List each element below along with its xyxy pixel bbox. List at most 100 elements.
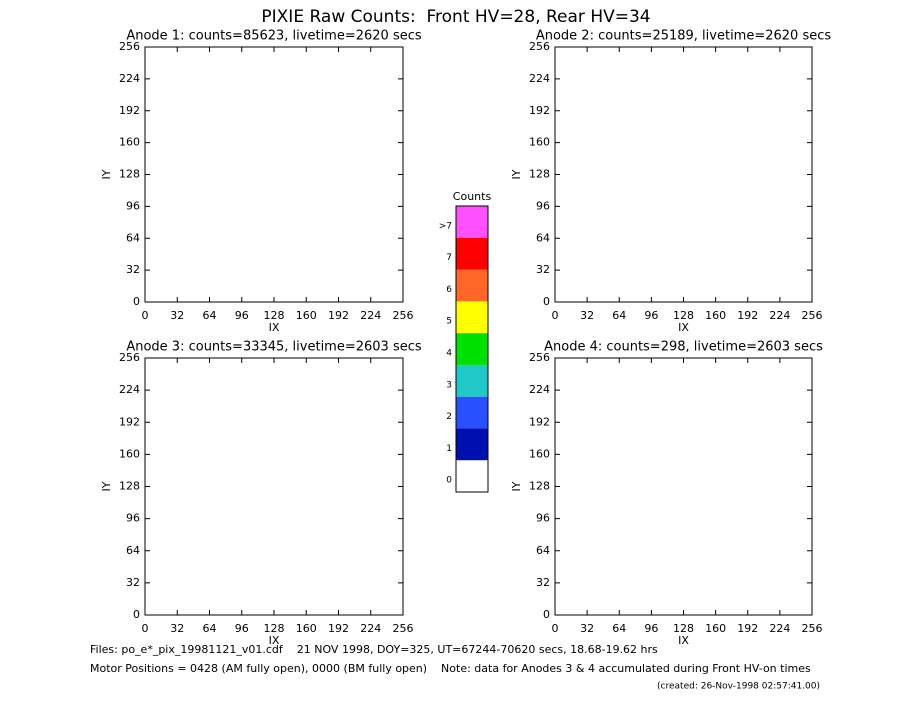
y-tick-label: 96 [126,199,140,212]
x-tick-label: 32 [580,622,594,635]
x-tick-label: 128 [673,309,694,322]
y-tick-label: 32 [536,263,550,276]
panel-title: Anode 2: counts=25189, livetime=2620 sec… [536,29,832,44]
colorbar-swatch [456,269,488,302]
y-tick-label: 224 [529,72,550,85]
y-axis-label: IY [510,481,523,491]
y-tick-label: 192 [119,104,140,117]
colorbar-label: 1 [446,444,452,454]
colorbar-swatch [456,428,488,461]
x-tick-label: 256 [802,622,823,635]
footer-files: Files: po_e*_pix_19981121_v01.cdf 21 NOV… [90,643,658,656]
y-tick-label: 192 [529,415,550,428]
y-tick-label: 0 [133,295,140,308]
colorbar-swatch [456,237,488,270]
y-tick-label: 224 [119,383,140,396]
y-tick-label: 256 [529,40,550,53]
y-axis-label: IY [510,169,523,179]
x-tick-label: 224 [769,309,790,322]
colorbar-swatch [456,301,488,334]
colorbar-frame [455,205,489,493]
x-tick-label: 0 [142,622,149,635]
colorbar-swatch [456,364,488,397]
y-tick-label: 224 [529,383,550,396]
y-tick-label: 96 [126,512,140,525]
x-tick-label: 128 [264,622,285,635]
x-tick-label: 32 [580,309,594,322]
x-tick-label: 0 [142,309,149,322]
x-tick-label: 96 [644,309,658,322]
y-tick-label: 192 [119,415,140,428]
y-tick-label: 64 [126,231,140,244]
y-tick-label: 160 [119,447,140,460]
colorbar-label: >7 [439,221,452,231]
y-tick-label: 128 [119,480,140,493]
x-tick-label: 32 [170,309,184,322]
x-axis-label: IX [678,634,689,647]
figure-title: PIXIE Raw Counts: Front HV=28, Rear HV=3… [261,7,650,27]
y-tick-label: 256 [119,351,140,364]
y-tick-label: 32 [126,576,140,589]
x-tick-label: 224 [360,309,381,322]
x-tick-label: 160 [705,309,726,322]
x-tick-label: 64 [203,309,217,322]
x-tick-label: 192 [328,622,349,635]
x-tick-label: 128 [264,309,285,322]
x-axis-label: IX [269,634,280,647]
x-tick-label: 224 [360,622,381,635]
x-tick-label: 192 [328,309,349,322]
x-tick-label: 192 [737,622,758,635]
plot-area [144,46,404,303]
footer-motor: Motor Positions = 0428 (AM fully open), … [90,662,811,675]
y-tick-label: 0 [543,295,550,308]
x-axis-label: IX [678,321,689,334]
y-tick-label: 160 [529,136,550,149]
panel-title: Anode 4: counts=298, livetime=2603 secs [544,340,823,355]
y-tick-label: 128 [529,480,550,493]
y-tick-label: 224 [119,72,140,85]
y-tick-label: 256 [529,351,550,364]
x-tick-label: 0 [552,622,559,635]
x-tick-label: 256 [393,622,414,635]
y-tick-label: 0 [543,608,550,621]
x-tick-label: 96 [235,622,249,635]
y-tick-label: 256 [119,40,140,53]
y-tick-label: 64 [126,544,140,557]
colorbar-swatch [456,460,488,492]
colorbar-label: 2 [446,412,452,422]
x-tick-label: 160 [296,622,317,635]
x-tick-label: 32 [170,622,184,635]
y-tick-label: 32 [536,576,550,589]
x-tick-label: 96 [235,309,249,322]
y-axis-label: IY [100,169,113,179]
y-tick-label: 64 [536,231,550,244]
colorbar-label: 4 [446,349,452,359]
x-tick-label: 256 [393,309,414,322]
x-tick-label: 128 [673,622,694,635]
x-axis-label: IX [269,321,280,334]
x-tick-label: 96 [644,622,658,635]
colorbar-label: 0 [446,476,452,486]
colorbar-swatch [456,206,488,238]
y-axis-label: IY [100,481,113,491]
colorbar-label: 3 [446,380,452,390]
footer-created: (created: 26-Nov-1998 02:57:41.00) [657,682,820,692]
panel-title: Anode 3: counts=33345, livetime=2603 sec… [126,340,422,355]
plot-area [144,357,404,616]
x-tick-label: 64 [612,622,626,635]
y-tick-label: 160 [529,447,550,460]
colorbar-swatch [456,396,488,429]
y-tick-label: 192 [529,104,550,117]
plot-area [554,357,813,616]
plot-area [554,46,813,303]
y-tick-label: 0 [133,608,140,621]
x-tick-label: 256 [802,309,823,322]
colorbar-swatch [456,333,488,365]
x-tick-label: 224 [769,622,790,635]
colorbar-label: 6 [446,285,452,295]
x-tick-label: 64 [203,622,217,635]
y-tick-label: 160 [119,136,140,149]
y-tick-label: 128 [529,168,550,181]
y-tick-label: 96 [536,512,550,525]
